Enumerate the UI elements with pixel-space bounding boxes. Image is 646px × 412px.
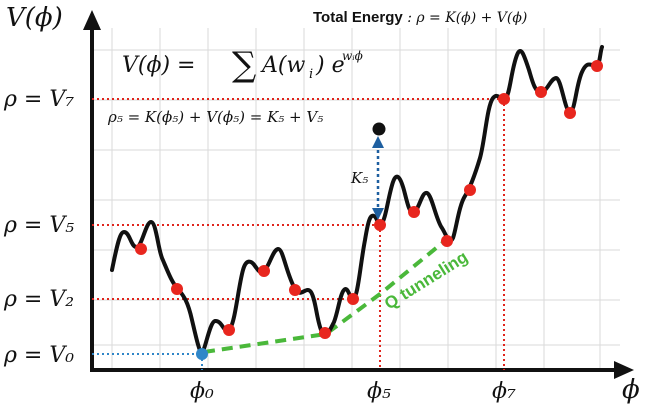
sample-points <box>135 60 603 339</box>
sample-point <box>223 324 235 336</box>
tunneling-path <box>203 238 448 354</box>
kinetic-arrow-down-icon <box>372 208 384 220</box>
formula-lhs: V(ϕ) = <box>122 53 195 78</box>
sample-point <box>171 283 183 295</box>
sample-point <box>498 93 510 105</box>
guide-lines <box>92 98 505 370</box>
total-energy-formula: : ρ = K(ϕ) + V(ϕ) <box>403 10 528 26</box>
sample-point <box>289 284 301 296</box>
tick-label-phi0: ϕ₀ <box>190 379 214 404</box>
kinetic-label: K₅ <box>350 169 368 187</box>
sample-point <box>319 327 331 339</box>
rho5-equation: ρ₅ = K(ϕ₅) + V(ϕ₅) = K₅ + V₅ <box>107 108 323 126</box>
sample-point <box>258 265 270 277</box>
formula-sum-icon: ∑ <box>232 45 256 85</box>
formula-body: A(w <box>260 53 305 78</box>
potential-formula: V(ϕ) = ∑ A(w i ) e wᵢϕ <box>122 45 363 85</box>
sample-point <box>535 86 547 98</box>
level-label-v0: ρ = V₀ <box>3 343 74 368</box>
kinetic-arrow <box>372 136 384 220</box>
level-label-v5: ρ = V₅ <box>3 213 74 238</box>
sample-point <box>135 243 147 255</box>
sample-point <box>464 184 476 196</box>
sample-point <box>591 60 603 72</box>
total-energy-bold: Total Energy <box>313 9 403 26</box>
formula-exponent: wᵢϕ <box>342 49 363 63</box>
axes <box>83 10 634 379</box>
start-point <box>196 348 208 360</box>
formula-close: ) e <box>315 53 345 78</box>
tick-label-phi5: ϕ₅ <box>367 379 391 404</box>
kinetic-arrow-up-icon <box>372 136 384 148</box>
tick-label-phi7: ϕ₇ <box>492 379 516 404</box>
sample-point <box>564 107 576 119</box>
y-level-labels: ρ = V₇ ρ = V₅ ρ = V₂ ρ = V₀ <box>3 87 74 368</box>
formula-sub-i: i <box>309 67 313 82</box>
level-label-v2: ρ = V₂ <box>3 287 74 312</box>
x-tick-labels: ϕ₀ ϕ₅ ϕ₇ <box>190 379 516 404</box>
sample-point <box>347 293 359 305</box>
grid <box>92 28 620 370</box>
x-axis-title: ϕ <box>622 375 640 405</box>
sample-point <box>441 235 453 247</box>
total-energy-title: Total Energy : ρ = K(ϕ) + V(ϕ) <box>313 9 527 26</box>
sample-point <box>374 219 386 231</box>
level-label-v7: ρ = V₇ <box>3 87 74 112</box>
y-axis-arrow-icon <box>83 10 101 30</box>
total-energy-point <box>372 122 386 136</box>
tunneling-label: Q tunneling <box>381 247 471 313</box>
x-axis-arrow-icon <box>614 361 634 379</box>
sample-point <box>408 206 420 218</box>
y-axis-title: V(ϕ) <box>6 3 63 33</box>
